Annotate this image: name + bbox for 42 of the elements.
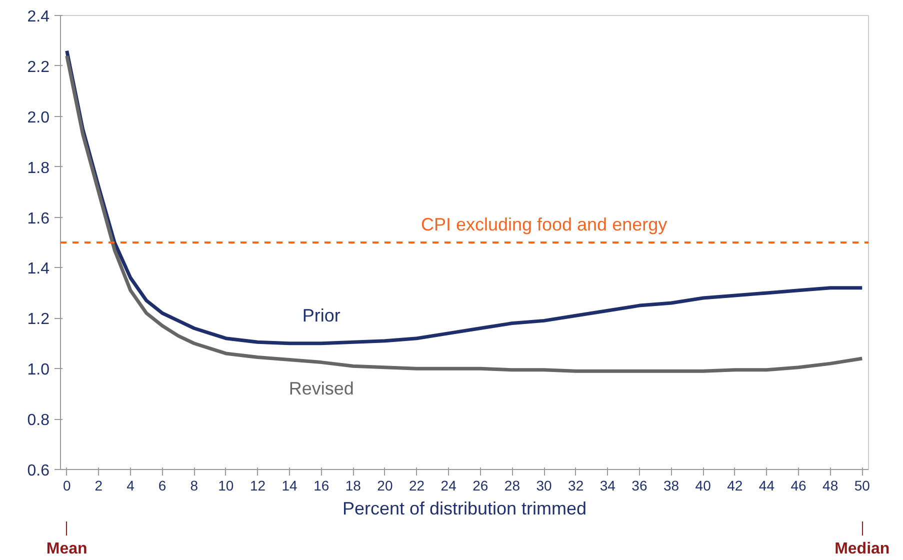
- x-tick-label: 32: [568, 478, 584, 494]
- x-tick-label: 12: [250, 478, 266, 494]
- x-tick-label: 18: [345, 478, 362, 494]
- x-tick-label: 10: [218, 478, 234, 494]
- x-tick-label: 48: [822, 478, 838, 494]
- x-tick-label: 2: [94, 478, 103, 494]
- x-tick-label: 26: [472, 478, 488, 494]
- y-tick-label: 0.6: [27, 462, 50, 480]
- x-tick-label: 0: [62, 478, 71, 494]
- series-label: Revised: [288, 378, 354, 398]
- y-tick-label: 2.4: [27, 8, 50, 26]
- x-tick-label: 36: [632, 478, 648, 494]
- y-tick-label: 2.0: [27, 109, 50, 126]
- y-tick-label: 1.0: [27, 362, 50, 379]
- x-tick-label: 40: [695, 478, 712, 494]
- x-tick-label: 28: [504, 478, 520, 494]
- x-tick-label: 30: [536, 478, 552, 494]
- annotation: Median: [834, 540, 890, 558]
- y-tick-label: 1.6: [27, 210, 50, 228]
- x-tick-label: 14: [282, 478, 298, 494]
- x-tick-label: 20: [377, 478, 393, 494]
- x-tick-label: 44: [758, 478, 775, 494]
- annotation: Mean: [46, 540, 88, 558]
- x-tick-label: 50: [854, 478, 870, 494]
- x-tick-label: 22: [408, 478, 425, 494]
- series-label: Prior: [302, 305, 340, 326]
- x-tick-label: 4: [126, 478, 135, 494]
- y-tick-label: 0.8: [27, 412, 50, 430]
- ref-line-label: CPI excluding food and energy: [420, 214, 668, 234]
- x-tick-label: 16: [314, 478, 330, 494]
- x-tick-label: 6: [158, 478, 166, 494]
- x-tick-label: 46: [790, 478, 807, 494]
- x-tick-label: 42: [727, 478, 743, 494]
- y-tick-label: 2.2: [27, 58, 50, 76]
- x-tick-label: 8: [190, 478, 198, 494]
- x-tick-label: 24: [440, 478, 457, 494]
- x-axis-title: Percent of distribution trimmed: [342, 498, 587, 518]
- x-tick-label: 38: [663, 478, 680, 494]
- x-tick-label: 34: [600, 478, 616, 494]
- y-tick-label: 1.2: [27, 311, 50, 328]
- y-tick-label: 1.8: [27, 160, 50, 177]
- y-tick-label: 1.4: [27, 260, 50, 278]
